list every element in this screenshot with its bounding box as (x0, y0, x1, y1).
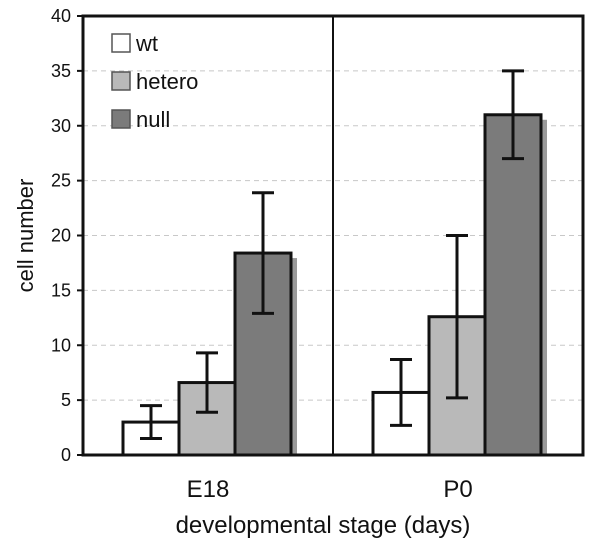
legend-label-null: null (136, 107, 170, 132)
y-tick-label: 25 (51, 171, 71, 191)
y-axis-title: cell number (13, 179, 38, 293)
x-category-label: P0 (443, 476, 472, 503)
y-tick-label: 5 (61, 390, 71, 410)
legend-swatch-null (111, 109, 131, 129)
error-bars-layer (140, 69, 524, 441)
bars-layer (121, 113, 547, 457)
y-tick-label: 0 (61, 445, 71, 465)
y-tick-label: 35 (51, 61, 71, 81)
y-tick-label: 30 (51, 116, 71, 136)
legend: wt hetero null (111, 31, 198, 132)
x-category-labels: E18 P0 (187, 476, 473, 503)
legend-label-wt: wt (135, 31, 158, 56)
legend-swatch-wt (111, 33, 131, 53)
y-tick-label: 10 (51, 335, 71, 355)
legend-swatch-hetero (111, 71, 131, 91)
legend-label-hetero: hetero (136, 69, 198, 94)
y-tick-labels: 0 5 10 15 20 25 30 35 40 (51, 6, 83, 465)
x-category-label: E18 (187, 476, 230, 503)
x-axis-title: developmental stage (days) (176, 512, 471, 539)
y-tick-label: 15 (51, 280, 71, 300)
y-tick-label: 20 (51, 226, 71, 246)
bar-null-P0 (483, 113, 543, 457)
y-tick-label: 40 (51, 6, 71, 26)
